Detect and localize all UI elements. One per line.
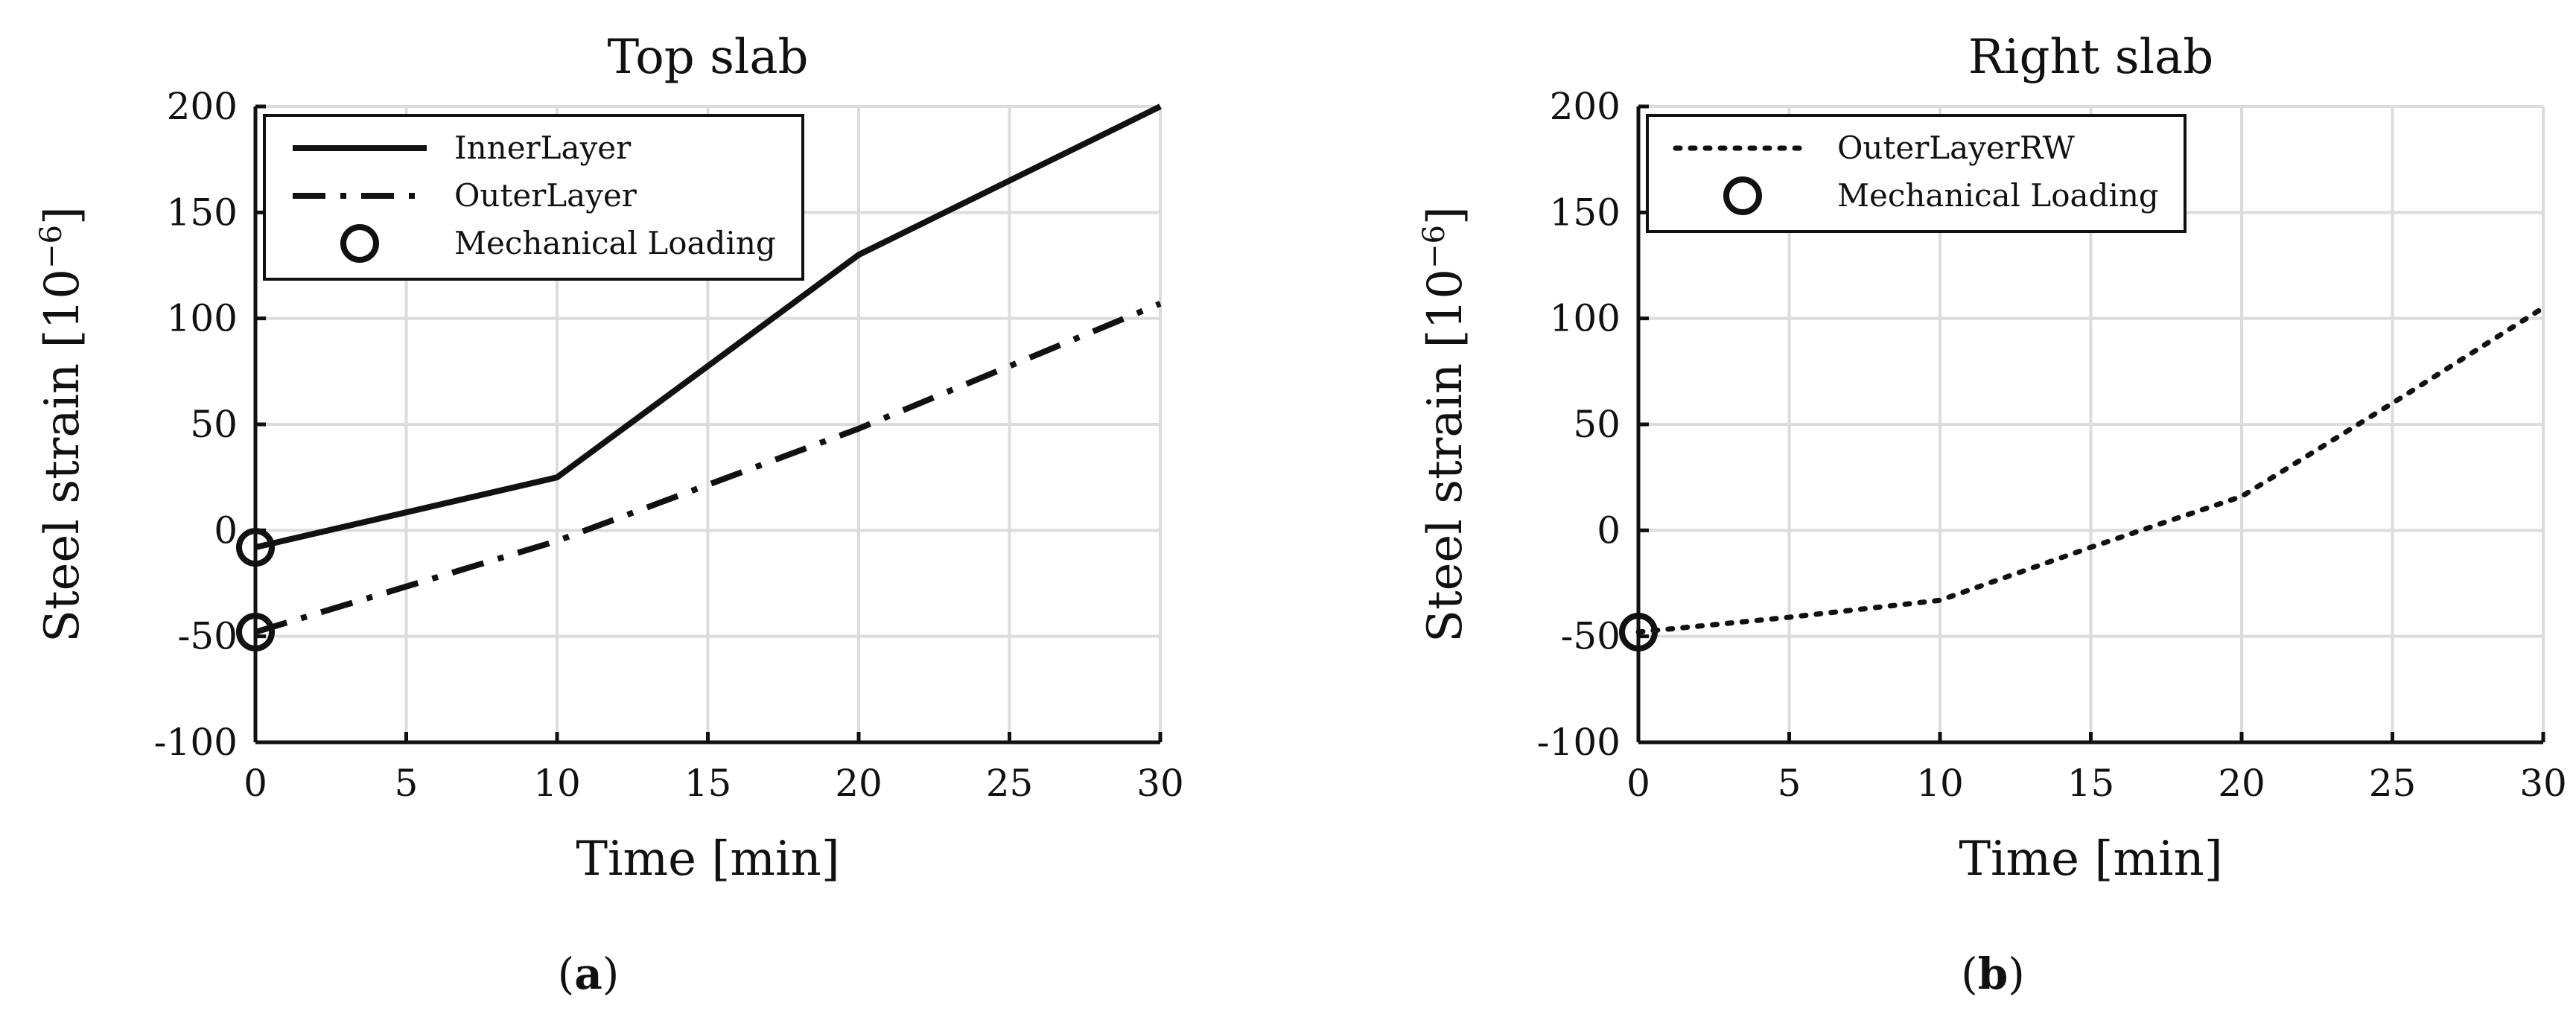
legend-label: Mechanical Loading [1837, 177, 2159, 214]
panel-label-letter: a [574, 949, 602, 999]
legend: OuterLayerRW Mechanical Loading [1646, 114, 2187, 233]
y-tick-label: 50 [190, 403, 238, 446]
x-axis-label: Time [min] [1959, 832, 2222, 887]
y-tick-label: -100 [1537, 721, 1621, 764]
panel-label: (a) [558, 949, 620, 999]
y-axis-label-end: ] [1418, 206, 1473, 225]
panel-label-close: ) [602, 949, 620, 999]
mechanical-loading-marker [236, 612, 275, 651]
panel-label-open: ( [1961, 949, 1978, 999]
y-tick-label: -50 [1560, 615, 1621, 658]
y-tick-label: 100 [1550, 297, 1621, 340]
x-tick-label: 15 [2067, 762, 2115, 805]
legend-swatch-marker [340, 224, 379, 263]
y-tick-label: 150 [167, 191, 238, 234]
legend-label: InnerLayer [454, 130, 632, 166]
legend-swatch-marker [1723, 176, 1762, 215]
y-axis-label: Steel strain [10−6] [34, 206, 90, 643]
x-tick-label: 5 [395, 762, 419, 805]
x-tick-label: 30 [2519, 762, 2567, 805]
y-tick-label: -50 [177, 615, 238, 658]
y-tick-label: 0 [1597, 509, 1621, 552]
x-tick-label: 10 [533, 762, 581, 805]
y-axis-label-main: Steel strain [10 [35, 269, 90, 643]
mechanical-loading-marker [1619, 612, 1658, 651]
x-axis-label: Time [min] [576, 832, 839, 887]
x-tick-label: 20 [835, 762, 882, 805]
y-tick-label: 200 [167, 85, 238, 128]
chart-panel-b: 0 5 10 15 20 25 30 -100 -50 0 50 100 150 200 Right sla… [1417, 30, 2567, 999]
legend-box [263, 114, 804, 281]
mechanical-loading-marker [236, 528, 275, 567]
series-line-outerlayer [254, 301, 1162, 635]
y-axis-label: Steel strain [10−6] [1417, 206, 1473, 643]
y-tick-label: 200 [1550, 85, 1621, 128]
x-tick-label: 15 [684, 762, 732, 805]
legend-label: Mechanical Loading [454, 225, 776, 261]
y-tick-label: 150 [1550, 191, 1621, 234]
x-tick-label: 30 [1136, 762, 1184, 805]
y-tick-label: 100 [167, 297, 238, 340]
legend-label: OuterLayerRW [1837, 130, 2076, 166]
x-tick-label: 0 [1626, 762, 1650, 805]
chart-panel-a: 0 5 10 15 20 25 30 -100 -50 0 50 100 150 200 Top slab T… [34, 30, 1184, 999]
panel-label-open: ( [558, 949, 575, 999]
x-tick-label: 10 [1916, 762, 1964, 805]
y-axis-label-exponent: −6 [34, 225, 69, 269]
y-tick-label: 0 [214, 509, 238, 552]
x-tick-label: 5 [1778, 762, 1801, 805]
panel-label-close: ) [2008, 949, 2025, 999]
x-tick-label: 20 [2218, 762, 2265, 805]
y-axis-label-exponent: −6 [1417, 225, 1451, 269]
series-line-innerlayer [255, 103, 1162, 551]
x-tick-label: 0 [244, 762, 267, 805]
legend-label: OuterLayer [454, 177, 637, 214]
x-tick-label: 25 [2369, 762, 2417, 805]
series-line-outerlayerrw [1635, 305, 2546, 635]
y-tick-label: 50 [1573, 403, 1621, 446]
x-tick-label: 25 [986, 762, 1034, 805]
chart-title: Right slab [1968, 30, 2213, 85]
chart-title: Top slab [608, 30, 809, 85]
panel-label: (b) [1961, 949, 2025, 999]
y-axis-label-end: ] [35, 206, 90, 225]
y-axis-label-main: Steel strain [10 [1418, 269, 1473, 643]
panel-label-letter: b [1978, 949, 2009, 999]
legend: InnerLayer OuterLayer Mechanical Loading [263, 114, 804, 281]
y-tick-label: -100 [154, 721, 238, 764]
